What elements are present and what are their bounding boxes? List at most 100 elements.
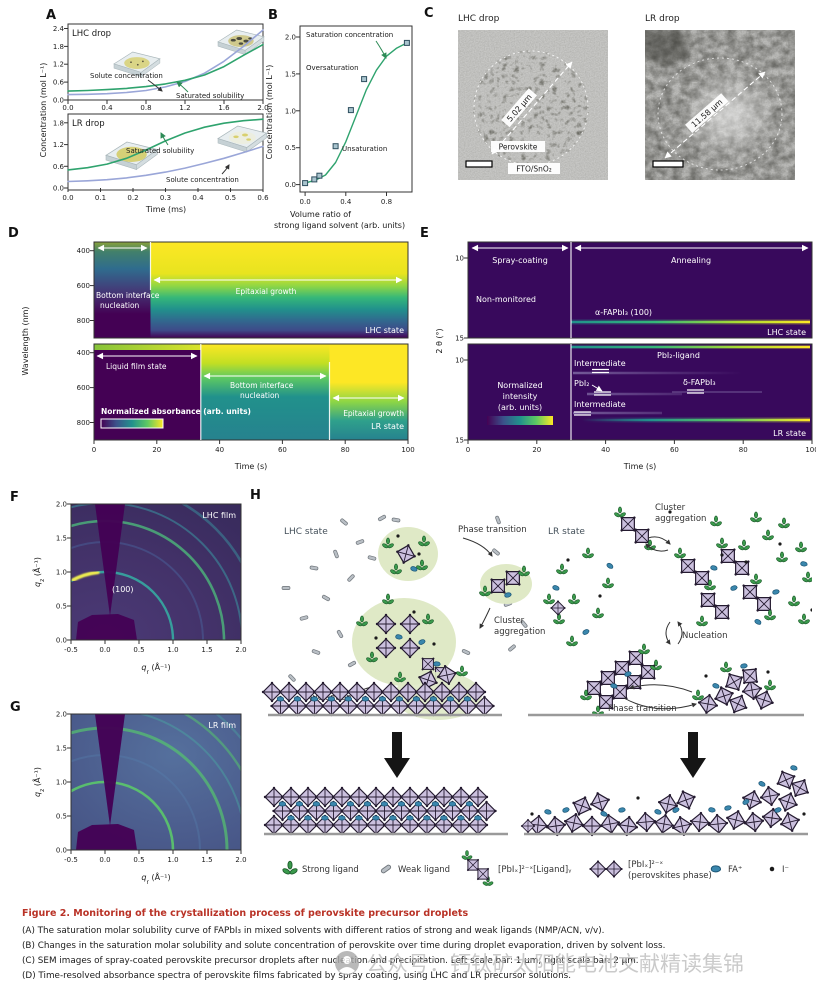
tick-label: 0.6	[257, 194, 269, 202]
lhc-solubility-curve	[67, 43, 264, 92]
beamstop-shadow	[76, 824, 137, 850]
data-point	[332, 143, 339, 150]
beamstop-wedge	[95, 714, 125, 826]
tick-label: 1.0	[285, 107, 296, 115]
beamstop-shadow	[76, 614, 137, 640]
h-cluster-aggregation-label-lhc-1: Cluster	[494, 616, 525, 626]
oversaturation-label: Oversaturation	[306, 64, 359, 72]
e-colorbar-label-2: intensity	[503, 392, 538, 401]
cluster-aggregation-arrow-lhc	[479, 607, 491, 629]
perovskite-phase-icon	[588, 859, 624, 879]
panel-f-yticks: 0.0 0.5 1.0 1.5 2.0	[56, 501, 71, 645]
lr-scale-bar	[652, 160, 684, 168]
e-colorbar-label-3: (arb. units)	[498, 403, 542, 412]
panel-a-lhc-yticks: 0.0 0.6 1.2 1.8 2.4	[53, 25, 68, 105]
giwaxs-rings	[71, 504, 241, 640]
unsaturation-label: Unsaturation	[342, 145, 387, 153]
panel-e-lr-yticks: 10 15	[455, 357, 468, 445]
panel-a-solubility-curves: Concentration (mol L⁻¹) LHC drop Solute …	[39, 23, 269, 214]
tick-label: 600	[77, 384, 90, 392]
data-point	[403, 39, 410, 46]
legend-perovskite-2: (perovskites phase)	[628, 871, 712, 881]
lr-saturated-annotation: Saturated solubility	[126, 147, 194, 155]
final-film-lhc	[264, 787, 497, 835]
panel-label-f: F	[10, 490, 19, 505]
panel-b-xticks: 0.0 0.4 0.8	[300, 192, 392, 206]
panel-e-xrd-heatmaps: 2 θ (°) Spray-coating Annealing Non-moni…	[435, 241, 816, 471]
legend-fa: FA⁺	[728, 865, 742, 875]
tick-label: 0.0	[56, 847, 67, 855]
tick-label: 40	[601, 446, 610, 454]
lr-heatmap-frame	[93, 343, 409, 441]
panel-e-colorbar	[487, 416, 553, 425]
giwaxs-rings	[71, 714, 241, 850]
tick-label: 1.8	[53, 119, 64, 127]
h-legend: Strong ligand Weak ligand [PbIₓ]²⁻ˣ[Liga…	[281, 850, 789, 887]
panel-b-ylabel: Concentration (mol L⁻¹)	[265, 65, 274, 160]
e-lr-state-label: LR state	[773, 429, 806, 438]
h-nucleation-label-lr: Nucleation	[682, 631, 728, 641]
panel-e-xlabel: Time (s)	[623, 462, 657, 471]
result-arrow-lhc	[384, 732, 410, 778]
tick-label: 2.0	[257, 104, 268, 112]
lr-saturated-arrow	[160, 132, 169, 146]
bright-100-arc	[71, 570, 100, 582]
panel-f-title: LHC film	[202, 511, 236, 520]
tick-label: 80	[739, 446, 748, 454]
tick-label: 10	[455, 255, 464, 263]
panel-d-ylabel: Wavelength (nm)	[21, 306, 30, 375]
h-cluster-aggregation-label-lr-1: Cluster	[655, 503, 686, 513]
h-cluster-aggregation-label-lhc-2: aggregation	[494, 627, 545, 637]
panel-d-xlabel: Time (s)	[234, 462, 268, 471]
tick-label: 40	[215, 446, 224, 454]
e-lhc-state-label: LHC state	[767, 328, 806, 337]
tick-label: 0.0	[56, 637, 67, 645]
lr-cluster-group	[672, 537, 780, 628]
lhc-nucleation-label-2: nucleation	[100, 301, 140, 310]
tick-label: 0	[92, 446, 96, 454]
panel-a-lhc-title: LHC drop	[72, 29, 111, 39]
lr-top-pair	[612, 506, 658, 552]
panel-f-ylabel: qz (Å⁻¹)	[31, 557, 46, 587]
tick-label: 1.5	[201, 856, 212, 864]
tick-label: 1.5	[201, 646, 212, 654]
tick-label: 1.6	[218, 104, 230, 112]
iodide-icon	[769, 866, 775, 872]
tick-label: 0.0	[99, 856, 110, 864]
tick-label: 100	[401, 446, 414, 454]
tick-label: 1.5	[56, 535, 67, 543]
panel-g-title: LR film	[208, 721, 236, 730]
lr-solute-annotation: Solute concentration	[166, 176, 239, 184]
tick-label: 2.0	[56, 501, 67, 509]
panel-b-xlabel-line1: Volume ratio of	[290, 210, 351, 219]
tick-label: 2.0	[56, 711, 67, 719]
panel-c-lr-sem-image: 11.58 μm	[645, 30, 795, 180]
tick-label: 0.5	[285, 144, 296, 152]
intermediate-2-label: Intermediate	[574, 400, 626, 409]
alpha-peak-label: α-FAPbI₃ (100)	[595, 308, 652, 317]
fa-cation-icon	[710, 865, 721, 873]
h-cluster-aggregation-label-lr-2: aggregation	[655, 514, 706, 524]
h-phase-transition-label-lhc: Phase transition	[458, 525, 527, 535]
diameter-measure-line	[664, 71, 766, 159]
panel-f-giwaxs-lhc: LHC film (100) 0.00.51.01.52.0 -0.5 0.0 0.…	[31, 501, 247, 676]
tick-label: 600	[77, 282, 90, 290]
tick-label: 0.0	[300, 198, 311, 206]
droplet-outline	[473, 50, 589, 166]
panel-d-lhc-yticks: 400 600 800	[77, 247, 94, 325]
figure-caption: Figure 2. Monitoring of the crystallizat…	[22, 906, 800, 984]
lhc-solute-arrow	[147, 79, 163, 92]
tick-label: 1.0	[56, 779, 67, 787]
diameter-measure-line	[491, 61, 573, 155]
lhc-cluster-1	[378, 527, 438, 581]
tick-label: 0.4	[101, 104, 113, 112]
non-monitored-label: Non-monitored	[476, 295, 536, 304]
beamstop-wedge	[95, 504, 125, 616]
lhc-heatmap-frame	[93, 241, 409, 339]
panel-label-a: A	[46, 8, 57, 23]
h-lhc-state-label: LHC state	[284, 527, 328, 537]
tick-label: 15	[455, 437, 464, 445]
panel-c-lhc-title: LHC drop	[458, 14, 500, 24]
saturation-data-points	[302, 39, 410, 187]
delta-phase-label: δ-FAPbI₃	[683, 378, 716, 387]
